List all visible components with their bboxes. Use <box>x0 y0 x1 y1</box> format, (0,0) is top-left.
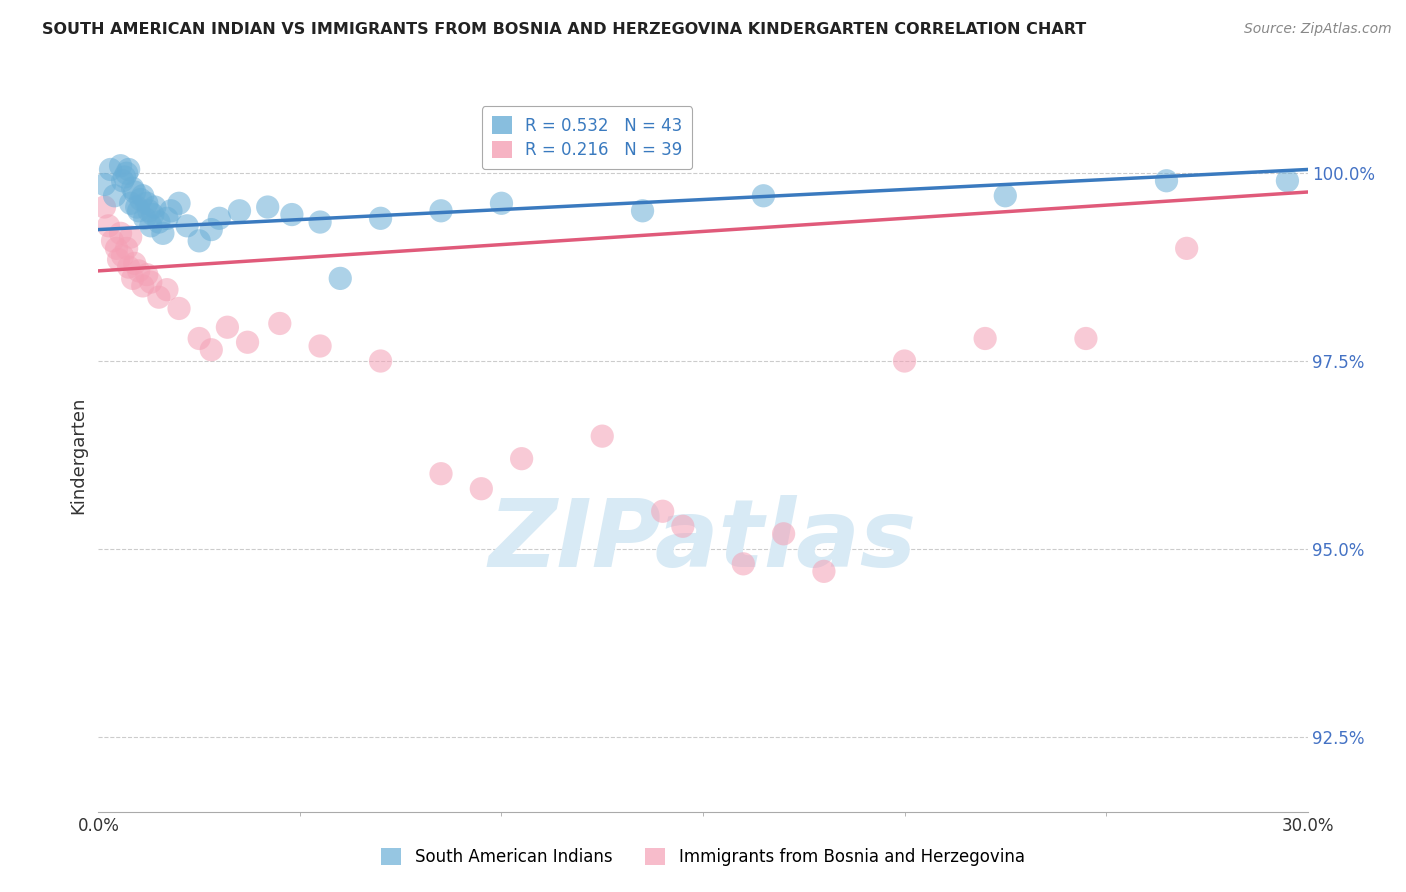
Point <box>269 317 291 331</box>
Point <box>1074 331 1097 345</box>
Point <box>160 203 183 218</box>
Point <box>142 208 165 222</box>
Point <box>148 290 170 304</box>
Point <box>111 249 134 263</box>
Point <box>156 283 179 297</box>
Point <box>125 200 148 214</box>
Point <box>156 211 179 226</box>
Point <box>974 331 997 345</box>
Point <box>128 264 150 278</box>
Point <box>200 222 222 236</box>
Point <box>591 429 613 443</box>
Point <box>1175 241 1198 255</box>
Point <box>430 203 453 218</box>
Point <box>134 211 156 226</box>
Point <box>107 252 129 267</box>
Point <box>309 339 332 353</box>
Point <box>110 227 132 241</box>
Point <box>430 467 453 481</box>
Point <box>152 227 174 241</box>
Point <box>132 279 155 293</box>
Point <box>121 271 143 285</box>
Point <box>651 504 673 518</box>
Legend: South American Indians, Immigrants from Bosnia and Herzegovina: South American Indians, Immigrants from … <box>373 840 1033 875</box>
Point <box>148 215 170 229</box>
Point <box>370 211 392 226</box>
Point <box>105 241 128 255</box>
Point <box>752 188 775 202</box>
Point <box>470 482 492 496</box>
Point <box>124 185 146 199</box>
Point <box>631 203 654 218</box>
Point <box>128 203 150 218</box>
Point <box>135 268 157 282</box>
Point <box>93 178 115 192</box>
Point <box>115 241 138 255</box>
Point <box>329 271 352 285</box>
Point <box>188 234 211 248</box>
Point <box>309 215 332 229</box>
Point <box>228 203 250 218</box>
Point <box>236 335 259 350</box>
Point <box>256 200 278 214</box>
Point <box>176 219 198 233</box>
Point <box>124 256 146 270</box>
Point <box>813 565 835 579</box>
Point <box>208 211 231 226</box>
Point <box>672 519 695 533</box>
Point <box>93 200 115 214</box>
Text: ZIPatlas: ZIPatlas <box>489 494 917 587</box>
Point <box>281 208 304 222</box>
Point <box>139 219 162 233</box>
Point <box>118 162 141 177</box>
Point <box>217 320 239 334</box>
Point <box>110 159 132 173</box>
Point <box>139 275 162 289</box>
Point <box>132 188 155 202</box>
Point <box>103 188 125 202</box>
Point <box>1156 174 1178 188</box>
Point <box>167 196 190 211</box>
Point <box>121 181 143 195</box>
Point <box>118 260 141 274</box>
Point <box>893 354 915 368</box>
Point <box>129 193 152 207</box>
Point <box>994 188 1017 202</box>
Point <box>510 451 533 466</box>
Point <box>97 219 120 233</box>
Point <box>100 162 122 177</box>
Point <box>370 354 392 368</box>
Point <box>1277 174 1299 188</box>
Point <box>115 166 138 180</box>
Point <box>101 234 124 248</box>
Point <box>135 196 157 211</box>
Point <box>143 200 166 214</box>
Point <box>114 169 136 184</box>
Text: Source: ZipAtlas.com: Source: ZipAtlas.com <box>1244 22 1392 37</box>
Text: SOUTH AMERICAN INDIAN VS IMMIGRANTS FROM BOSNIA AND HERZEGOVINA KINDERGARTEN COR: SOUTH AMERICAN INDIAN VS IMMIGRANTS FROM… <box>42 22 1087 37</box>
Point <box>491 196 513 211</box>
Y-axis label: Kindergarten: Kindergarten <box>69 396 87 514</box>
Point <box>167 301 190 316</box>
Point <box>120 230 142 244</box>
Point <box>772 526 794 541</box>
Point <box>733 557 755 571</box>
Point <box>111 174 134 188</box>
Point <box>188 331 211 345</box>
Point <box>138 203 160 218</box>
Point <box>120 196 142 211</box>
Point <box>200 343 222 357</box>
